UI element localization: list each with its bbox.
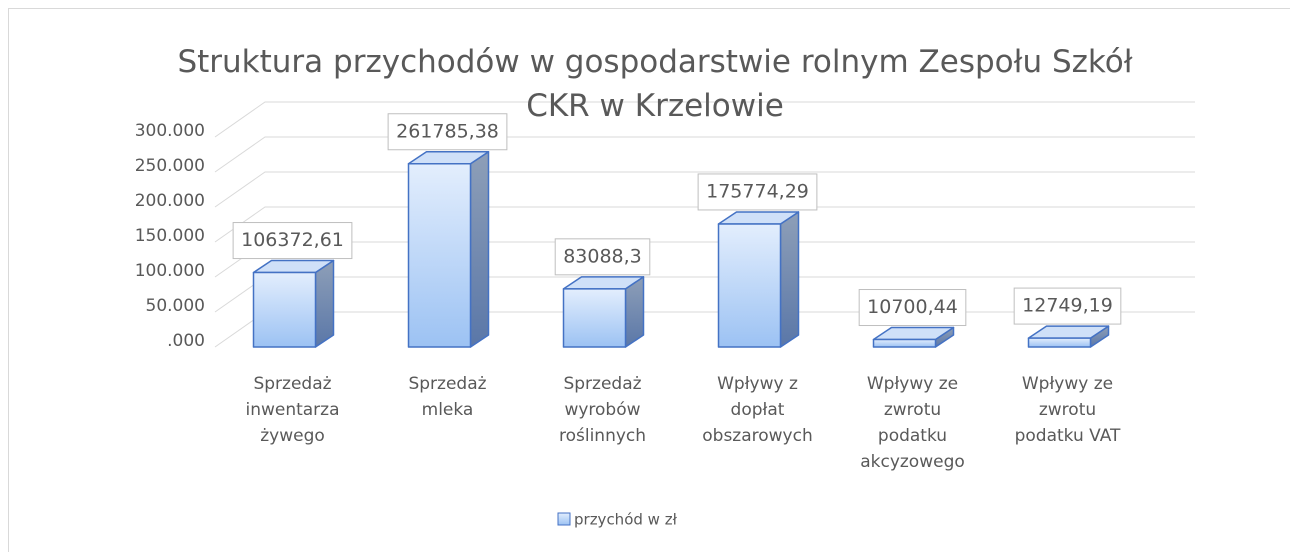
grid-line bbox=[214, 241, 1195, 278]
value-label: 83088,3 bbox=[563, 245, 642, 267]
x-tick-label: Sprzedaż wyrobów roślinnych bbox=[558, 374, 647, 446]
value-label-box bbox=[858, 289, 967, 327]
grid-line bbox=[214, 136, 1195, 173]
x-tick-label: Sprzedaż inwentarza żywego bbox=[245, 374, 340, 446]
y-tick-label: 300.000 bbox=[135, 121, 205, 141]
value-label: 106372,61 bbox=[241, 229, 344, 251]
bar-side bbox=[779, 211, 800, 348]
bar-front bbox=[1027, 337, 1092, 348]
y-tick-label: 100.000 bbox=[135, 261, 205, 281]
y-tick-label: 200.000 bbox=[135, 191, 205, 211]
legend-label: przychód w zł bbox=[574, 511, 678, 529]
value-label: 12749,19 bbox=[1022, 295, 1113, 317]
bar bbox=[872, 326, 955, 348]
value-label: 175774,29 bbox=[706, 180, 809, 202]
y-tick-label: .000 bbox=[167, 331, 205, 351]
grid-line bbox=[214, 171, 1195, 208]
y-tick-label: 50.000 bbox=[146, 296, 205, 316]
value-label-box bbox=[387, 113, 508, 151]
value-label-box bbox=[1013, 287, 1122, 325]
y-tick-label: 250.000 bbox=[135, 156, 205, 176]
bar-side bbox=[314, 259, 335, 348]
bar-front bbox=[407, 163, 472, 348]
bar bbox=[1027, 325, 1110, 348]
value-label-box bbox=[554, 238, 651, 276]
bar bbox=[407, 151, 490, 348]
legend-swatch bbox=[557, 512, 571, 526]
x-tick-label: Wpływy ze zwrotu podatku VAT bbox=[1014, 374, 1121, 446]
bar-front bbox=[872, 338, 937, 348]
y-tick-label: 150.000 bbox=[135, 226, 205, 246]
value-label: 10700,44 bbox=[867, 296, 958, 318]
x-tick-label: Wpływy ze zwrotu podatku akcyzowego bbox=[860, 374, 965, 472]
chart-title: Struktura przychodów w gospodarstwie rol… bbox=[177, 44, 1133, 124]
bar bbox=[252, 259, 335, 348]
grid-line bbox=[214, 101, 1195, 138]
value-label-box bbox=[697, 173, 818, 211]
grid-line bbox=[214, 206, 1195, 243]
x-tick-label: Wpływy z dopłat obszarowych bbox=[702, 374, 813, 446]
value-label: 261785,38 bbox=[396, 120, 499, 142]
x-tick-label: Sprzedaż mleka bbox=[408, 374, 487, 420]
value-label-box bbox=[232, 222, 353, 260]
bar bbox=[717, 211, 800, 348]
bar-front bbox=[717, 223, 782, 348]
bar-side bbox=[469, 151, 490, 348]
bar-front bbox=[252, 271, 317, 348]
bar-front bbox=[562, 288, 627, 348]
chart-border bbox=[8, 8, 1290, 552]
bar bbox=[562, 276, 645, 348]
